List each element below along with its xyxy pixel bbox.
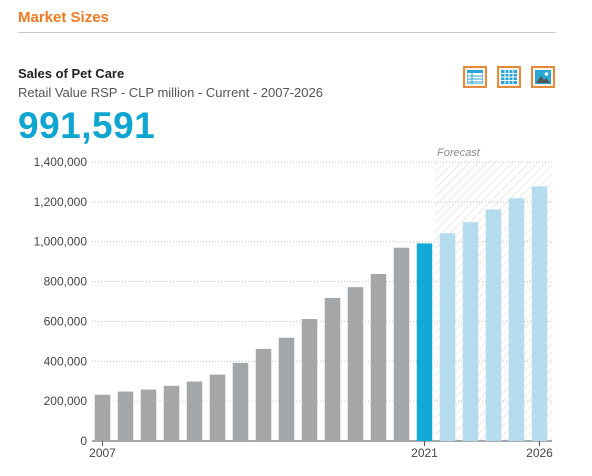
x-tick-label: 2026 — [526, 446, 553, 460]
bar-2015[interactable] — [278, 337, 295, 441]
y-tick-label: 0 — [80, 434, 87, 448]
image-icon — [535, 70, 551, 84]
grid-view-button[interactable] — [497, 66, 521, 88]
bar-2009[interactable] — [140, 389, 157, 441]
bar-2016[interactable] — [301, 319, 318, 441]
chart-subtitle: Retail Value RSP - CLP million - Current… — [18, 85, 323, 100]
table-icon — [467, 70, 483, 84]
bar-2014[interactable] — [255, 348, 272, 441]
section-title: Market Sizes — [18, 9, 109, 26]
grid-icon — [501, 70, 517, 84]
y-tick-label: 1,200,000 — [34, 195, 88, 209]
bar-2013[interactable] — [232, 362, 249, 441]
bar-2012[interactable] — [209, 374, 226, 441]
headline-value: 991,591 — [18, 105, 156, 146]
table-view-button[interactable] — [463, 66, 487, 88]
y-tick-label: 1,400,000 — [34, 155, 88, 169]
bar-2024[interactable] — [485, 209, 502, 441]
chart-title: Sales of Pet Care — [18, 66, 125, 81]
y-tick-label: 1,000,000 — [34, 235, 88, 249]
bar-2025[interactable] — [508, 198, 525, 441]
bar-2026[interactable] — [531, 186, 548, 441]
bar-2022[interactable] — [439, 233, 456, 441]
bar-2011[interactable] — [186, 381, 203, 441]
x-tick-label: 2021 — [411, 446, 438, 460]
bar-2008[interactable] — [117, 391, 134, 441]
x-tick-label: 2007 — [89, 446, 116, 460]
bar-2018[interactable] — [347, 287, 364, 441]
bar-2020[interactable] — [393, 247, 410, 441]
bar-2007[interactable] — [94, 394, 111, 441]
y-tick-label: 400,000 — [44, 354, 88, 368]
y-tick-label: 800,000 — [44, 275, 88, 289]
section-divider — [18, 32, 556, 33]
bar-2021[interactable] — [416, 243, 433, 441]
bar-2010[interactable] — [163, 385, 180, 441]
y-tick-label: 600,000 — [44, 314, 88, 328]
forecast-label: Forecast — [437, 147, 481, 159]
bar-chart: Forecast 0 200,000 400,000 600,000 800,000 1,… — [34, 147, 554, 460]
bar-2023[interactable] — [462, 222, 479, 441]
y-tick-label: 200,000 — [44, 394, 88, 408]
bar-2019[interactable] — [370, 273, 387, 441]
image-view-button[interactable] — [531, 66, 555, 88]
bar-2017[interactable] — [324, 297, 341, 441]
